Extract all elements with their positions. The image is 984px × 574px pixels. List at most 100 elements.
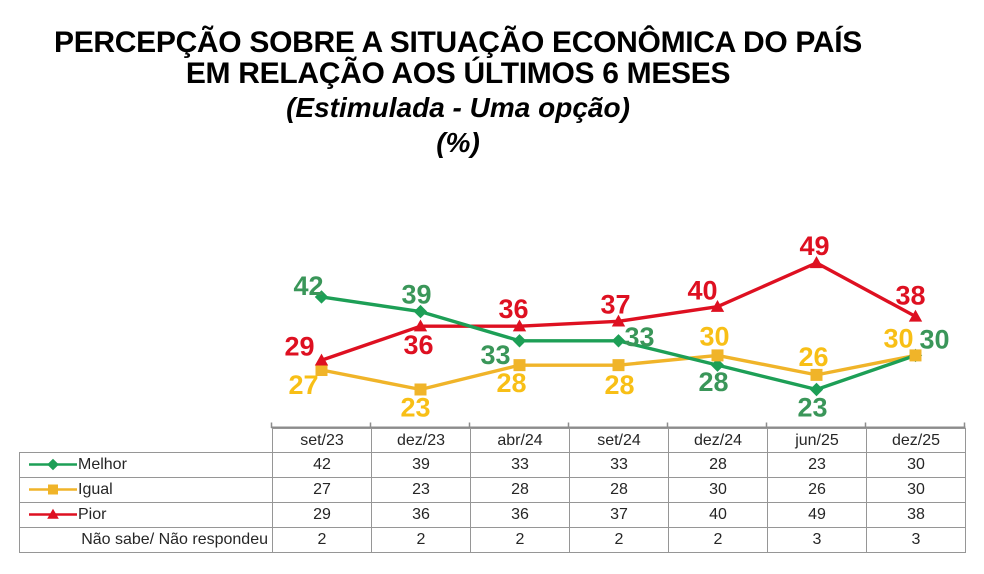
data-label-pior: 40 bbox=[687, 276, 717, 306]
table-row: Pior 29 36 36 37 40 49 38 bbox=[19, 502, 966, 528]
value-cell: 33 bbox=[569, 452, 669, 478]
series-label-cell: Melhor bbox=[19, 452, 273, 478]
table-body: Melhor 42 39 33 33 28 23 30 Igual 27 23 28 28 30 26 30 P… bbox=[19, 452, 966, 553]
data-label-melhor: 33 bbox=[480, 340, 510, 370]
legend-diamond-icon bbox=[29, 458, 77, 471]
legend-square-icon bbox=[29, 484, 77, 495]
column-header: dez/25 bbox=[866, 428, 966, 453]
value-cell: 30 bbox=[668, 477, 768, 503]
diamond-marker-melhor bbox=[314, 290, 329, 304]
data-label-pior: 29 bbox=[284, 331, 314, 361]
data-label-melhor: 39 bbox=[401, 280, 431, 310]
series-label-cell: Igual bbox=[19, 477, 273, 503]
series-name: Igual bbox=[78, 481, 113, 498]
chart-subtitle: (Estimulada - Uma opção) bbox=[286, 92, 630, 123]
value-cell: 49 bbox=[767, 502, 867, 528]
value-cell: 30 bbox=[866, 477, 966, 503]
value-cell: 28 bbox=[470, 477, 570, 503]
series-label-cell: Pior bbox=[19, 502, 273, 528]
data-label-melhor: 23 bbox=[797, 392, 827, 422]
value-cell: 2 bbox=[272, 527, 372, 553]
triangle-marker-pior bbox=[314, 353, 329, 366]
extra-row-label-cell: Não sabe/ Não respondeu bbox=[19, 527, 273, 553]
value-cell: 2 bbox=[668, 527, 768, 553]
data-label-igual: 23 bbox=[400, 392, 430, 422]
square-marker-igual bbox=[315, 364, 328, 377]
value-cell: 26 bbox=[767, 477, 867, 503]
data-label-melhor: 28 bbox=[698, 367, 728, 397]
triangle-marker-pior bbox=[413, 319, 428, 332]
data-label-pior: 38 bbox=[895, 280, 925, 310]
value-cell: 36 bbox=[470, 502, 570, 528]
value-cell: 27 bbox=[272, 477, 372, 503]
data-label-igual: 30 bbox=[883, 323, 913, 353]
data-label-melhor: 42 bbox=[293, 271, 323, 301]
triangle-marker-pior bbox=[611, 314, 626, 327]
value-cell: 2 bbox=[371, 527, 471, 553]
value-cell: 36 bbox=[371, 502, 471, 528]
value-cell: 37 bbox=[569, 502, 669, 528]
value-cell: 39 bbox=[371, 452, 471, 478]
table-row: Melhor 42 39 33 33 28 23 30 bbox=[19, 452, 966, 478]
table-blank-corner bbox=[20, 429, 273, 453]
diamond-marker-melhor bbox=[512, 334, 527, 348]
value-cell: 38 bbox=[866, 502, 966, 528]
chart-unit-label: (%) bbox=[436, 127, 480, 158]
value-cell: 3 bbox=[767, 527, 867, 553]
data-label-melhor: 33 bbox=[624, 322, 654, 352]
data-label-igual: 27 bbox=[288, 370, 318, 400]
column-header: jun/25 bbox=[767, 428, 867, 453]
table-header-row: set/23 dez/23 abr/24 set/24 dez/24 jun/25 dez/… bbox=[20, 428, 966, 453]
square-marker-igual bbox=[612, 359, 625, 372]
legend-triangle-icon bbox=[29, 508, 77, 519]
square-marker-igual bbox=[414, 383, 427, 396]
square-marker-igual bbox=[810, 368, 823, 381]
table-row: Igual 27 23 28 28 30 26 30 bbox=[19, 477, 966, 503]
column-header: set/23 bbox=[272, 428, 372, 453]
diamond-marker-melhor bbox=[809, 382, 824, 397]
value-cell: 23 bbox=[767, 452, 867, 478]
value-cell: 42 bbox=[272, 452, 372, 478]
diamond-marker-melhor bbox=[413, 304, 428, 319]
square-marker-igual bbox=[909, 349, 922, 362]
diamond-marker-melhor bbox=[710, 358, 725, 372]
square-marker-igual bbox=[711, 349, 724, 362]
chart-title: PERCEPÇÃO SOBRE A SITUAÇÃO ECONÔMICA DO … bbox=[0, 27, 916, 161]
table-row: Não sabe/ Não respondeu 2 2 2 2 2 3 3 bbox=[19, 527, 966, 553]
value-cell: 2 bbox=[569, 527, 669, 553]
column-header: abr/24 bbox=[470, 428, 570, 453]
column-header: set/24 bbox=[569, 428, 669, 453]
data-label-igual: 28 bbox=[496, 368, 526, 398]
value-cell: 2 bbox=[470, 527, 570, 553]
triangle-marker-pior bbox=[908, 309, 923, 322]
value-cell: 33 bbox=[470, 452, 570, 478]
data-label-pior: 36 bbox=[498, 294, 528, 324]
triangle-marker-pior bbox=[710, 300, 725, 312]
triangle-marker-pior bbox=[512, 319, 527, 332]
column-header: dez/23 bbox=[371, 428, 471, 453]
value-cell: 28 bbox=[668, 452, 768, 478]
square-marker-igual bbox=[513, 359, 526, 372]
column-header: dez/24 bbox=[668, 428, 768, 453]
data-label-pior: 37 bbox=[600, 289, 630, 319]
series-name: Pior bbox=[78, 506, 107, 523]
data-label-igual: 28 bbox=[604, 370, 634, 400]
data-label-melhor: 30 bbox=[919, 324, 949, 354]
value-cell: 30 bbox=[866, 452, 966, 478]
chart-title-line1: PERCEPÇÃO SOBRE A SITUAÇÃO ECONÔMICA DO … bbox=[54, 26, 862, 59]
diamond-marker-melhor bbox=[611, 334, 626, 348]
table-header-row-group: set/23 dez/23 abr/24 set/24 dez/24 jun/25 dez/… bbox=[20, 428, 966, 453]
value-cell: 3 bbox=[866, 527, 966, 553]
series-name: Melhor bbox=[78, 456, 127, 473]
value-cell: 40 bbox=[668, 502, 768, 528]
chart-title-line2: EM RELAÇÃO AOS ÚLTIMOS 6 MESES bbox=[185, 57, 731, 90]
data-label-pior: 49 bbox=[799, 231, 829, 261]
triangle-marker-pior bbox=[809, 256, 824, 269]
value-cell: 29 bbox=[272, 502, 372, 528]
value-cell: 23 bbox=[371, 477, 471, 503]
value-cell: 28 bbox=[569, 477, 669, 503]
data-label-pior: 36 bbox=[403, 330, 433, 360]
data-label-igual: 30 bbox=[699, 321, 729, 351]
chart-data-table: set/23 dez/23 abr/24 set/24 dez/24 jun/25 dez/… bbox=[19, 428, 966, 553]
